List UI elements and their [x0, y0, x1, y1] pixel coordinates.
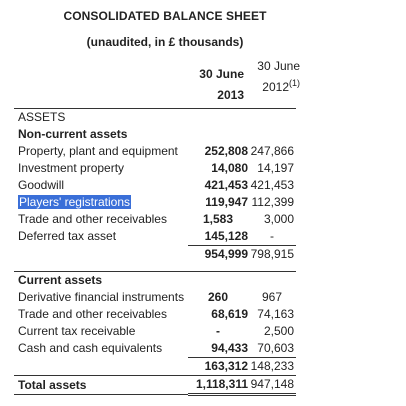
- value-2013: 14,080: [211, 161, 248, 175]
- value-2012: 2,500: [263, 324, 294, 338]
- value-2013: 252,808: [204, 144, 248, 158]
- row-label: Investment property: [18, 161, 125, 175]
- column-header-2013: 30 June 2013: [188, 64, 244, 106]
- table-row: Derivative financial instruments 260 967: [14, 289, 296, 306]
- table-row: ASSETS: [14, 108, 296, 126]
- value-2012: 14,197: [257, 161, 294, 175]
- row-label: Trade and other receivables: [18, 307, 167, 321]
- column-header-2013-line1: 30 June: [199, 67, 244, 81]
- row-label: Current tax receivable: [18, 324, 136, 338]
- row-label: Deferred tax asset: [18, 229, 117, 244]
- subtotal-non-current-2012: 798,915: [250, 245, 296, 263]
- value-2013: 260: [207, 290, 229, 304]
- table-row: Trade and other receivables 1,583 3,000: [14, 211, 296, 228]
- table-row-subtotal: 163,312 148,233: [14, 357, 296, 376]
- column-header-2012-line2: 2012(1): [250, 77, 300, 98]
- value-2013: 119,947: [205, 195, 248, 209]
- total-assets-2012: 947,148: [250, 375, 296, 396]
- section-header-non-current: Non-current assets: [18, 127, 128, 141]
- table-row: Deferred tax asset 145,128 -: [14, 228, 296, 246]
- value-2013: 94,433: [211, 341, 248, 355]
- row-label: Cash and cash equivalents: [18, 341, 163, 356]
- value-2012: -: [270, 229, 274, 243]
- table-row: Non-current assets: [14, 126, 296, 143]
- table-row: Cash and cash equivalents 94,433 70,603: [14, 340, 296, 358]
- footnote-marker: (1): [289, 78, 300, 88]
- table-row: Goodwill 421,453 421,453: [14, 177, 296, 194]
- value-2013: 68,619: [211, 307, 248, 321]
- value-2012: 421,453: [250, 178, 294, 192]
- subtotal-non-current-2013: 954,999: [188, 245, 250, 263]
- value-2012: 112,399: [251, 195, 295, 209]
- document-title: CONSOLIDATED BALANCE SHEET: [63, 9, 267, 23]
- value-2012: 967: [261, 290, 283, 304]
- row-label: Trade and other receivables: [18, 212, 167, 226]
- balance-sheet-table: ASSETS Non-current assets Property, plan…: [14, 108, 296, 396]
- row-label: Goodwill: [18, 178, 65, 192]
- row-label: Property, plant and equipment: [18, 144, 178, 158]
- value-2013: -: [216, 324, 220, 338]
- table-row-subtotal: 954,999 798,915: [14, 245, 296, 263]
- column-header-2013-line2: 2013: [217, 88, 244, 102]
- subtotal-current-2013: 163,312: [188, 357, 250, 376]
- section-header-current: Current assets: [14, 271, 188, 289]
- value-2013: 145,128: [204, 229, 248, 243]
- table-row: Trade and other receivables 68,619 74,16…: [14, 306, 296, 323]
- table-row-total: Total assets 1,118,311 947,148: [14, 375, 296, 396]
- document-subtitle: (unaudited, in £ thousands): [86, 35, 244, 49]
- table-row: Players' registrations 119,947 112,399: [14, 194, 296, 211]
- subtotal-current-2012: 148,233: [250, 357, 296, 376]
- value-2012: 70,603: [257, 341, 294, 355]
- table-row: Current assets: [14, 271, 296, 289]
- column-header-2012-line1: 30 June: [257, 59, 300, 73]
- total-assets-label: Total assets: [14, 375, 188, 395]
- selected-text-players-registrations[interactable]: Players' registrations: [18, 195, 131, 209]
- total-assets-2013: 1,118,311: [188, 375, 250, 396]
- value-2012: 3,000: [263, 212, 294, 226]
- value-2013: 1,583: [202, 212, 234, 226]
- value-2012: 74,163: [257, 307, 294, 321]
- table-row: Current tax receivable - 2,500: [14, 323, 296, 340]
- table-row: Property, plant and equipment 252,808 24…: [14, 143, 296, 160]
- table-row: Investment property 14,080 14,197: [14, 160, 296, 177]
- value-2012: 247,866: [250, 144, 294, 158]
- value-2013: 421,453: [204, 178, 248, 192]
- section-header-assets: ASSETS: [14, 108, 188, 126]
- column-header-2012-year: 2012: [262, 80, 289, 94]
- column-header-2012: 30 June 2012(1): [250, 56, 300, 98]
- row-label: Derivative financial instruments: [18, 290, 185, 304]
